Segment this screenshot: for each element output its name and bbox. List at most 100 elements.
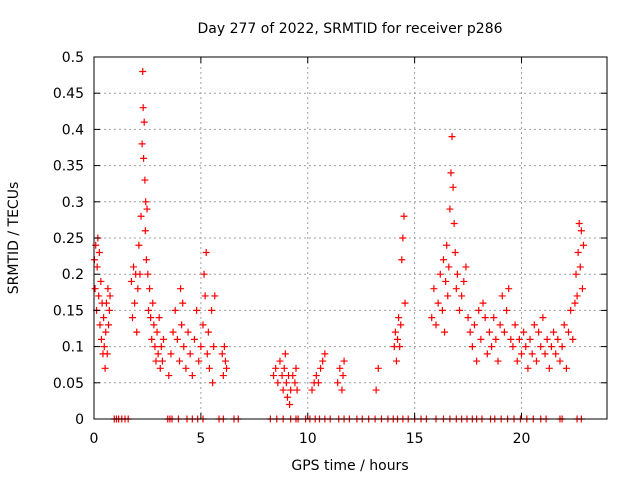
data-point — [210, 343, 218, 351]
data-point — [286, 401, 294, 409]
data-point — [140, 154, 148, 162]
data-point — [314, 379, 322, 387]
data-point — [535, 328, 543, 336]
data-point — [152, 357, 160, 365]
data-point — [496, 321, 504, 329]
x-tick-label: 5 — [196, 431, 205, 447]
data-point — [200, 270, 208, 278]
data-point — [220, 343, 228, 351]
data-point — [223, 364, 231, 372]
data-point — [522, 343, 530, 351]
data-point — [308, 386, 316, 394]
data-point — [283, 393, 291, 401]
data-point — [340, 357, 348, 365]
data-point — [276, 357, 284, 365]
data-point — [574, 248, 582, 256]
data-point — [498, 292, 506, 300]
data-point — [558, 343, 566, 351]
data-point — [293, 386, 301, 394]
data-point — [547, 343, 555, 351]
data-point — [430, 285, 438, 293]
data-point — [139, 104, 147, 112]
data-point — [144, 270, 152, 278]
data-point — [392, 357, 400, 365]
data-point — [280, 364, 288, 372]
data-point — [532, 357, 540, 365]
data-point — [169, 328, 177, 336]
data-point — [448, 133, 456, 141]
data-point — [545, 364, 553, 372]
data-point — [579, 241, 587, 249]
data-point — [460, 277, 468, 285]
data-point — [197, 343, 205, 351]
data-point — [500, 328, 508, 336]
data-point — [141, 176, 149, 184]
data-point — [218, 350, 226, 358]
data-point — [550, 328, 558, 336]
data-point — [339, 372, 347, 380]
data-point — [312, 372, 320, 380]
data-point — [279, 386, 287, 394]
data-point — [167, 350, 175, 358]
data-point — [282, 379, 290, 387]
data-point — [100, 314, 108, 322]
data-point — [443, 241, 451, 249]
data-point — [336, 364, 344, 372]
data-point — [272, 364, 280, 372]
data-point — [543, 335, 551, 343]
data-point — [434, 299, 442, 307]
data-point — [571, 299, 579, 307]
y-tick-label: 0 — [75, 412, 84, 428]
data-point — [494, 357, 502, 365]
data-point — [505, 285, 513, 293]
data-point — [103, 350, 111, 358]
data-point — [102, 328, 110, 336]
data-point — [578, 285, 586, 293]
data-point — [154, 350, 162, 358]
data-point — [177, 285, 185, 293]
data-point — [291, 379, 299, 387]
data-point — [515, 335, 523, 343]
data-point — [432, 321, 440, 329]
data-point — [287, 386, 295, 394]
x-axis-label: GPS time / hours — [291, 458, 408, 474]
data-point — [526, 335, 534, 343]
data-point — [509, 343, 517, 351]
data-point — [137, 212, 145, 220]
data-point — [458, 292, 466, 300]
data-point — [464, 314, 472, 322]
data-point — [278, 372, 286, 380]
data-point — [186, 350, 194, 358]
data-point — [442, 277, 450, 285]
data-point — [503, 306, 511, 314]
data-point — [447, 169, 455, 177]
x-tick-label: 0 — [90, 431, 99, 447]
data-point — [537, 343, 545, 351]
y-axis-label: SRMTID / TECUs — [6, 182, 22, 295]
data-point — [562, 364, 570, 372]
data-point — [179, 299, 187, 307]
data-point — [488, 343, 496, 351]
data-point — [145, 306, 153, 314]
data-point — [205, 364, 213, 372]
y-tick-label: 0.25 — [53, 231, 84, 247]
data-point — [444, 292, 452, 300]
data-point — [149, 299, 157, 307]
data-point — [473, 357, 481, 365]
data-point — [490, 314, 498, 322]
data-point — [520, 328, 528, 336]
data-point — [395, 314, 403, 322]
data-point — [391, 328, 399, 336]
data-point — [178, 321, 186, 329]
data-point — [468, 343, 476, 351]
data-point — [157, 343, 165, 351]
data-point — [319, 357, 327, 365]
data-point — [321, 350, 329, 358]
data-point — [513, 357, 521, 365]
data-point — [453, 270, 461, 278]
data-point — [475, 306, 483, 314]
y-tick-label: 0.45 — [53, 86, 84, 102]
data-point — [101, 364, 109, 372]
data-point — [452, 285, 460, 293]
